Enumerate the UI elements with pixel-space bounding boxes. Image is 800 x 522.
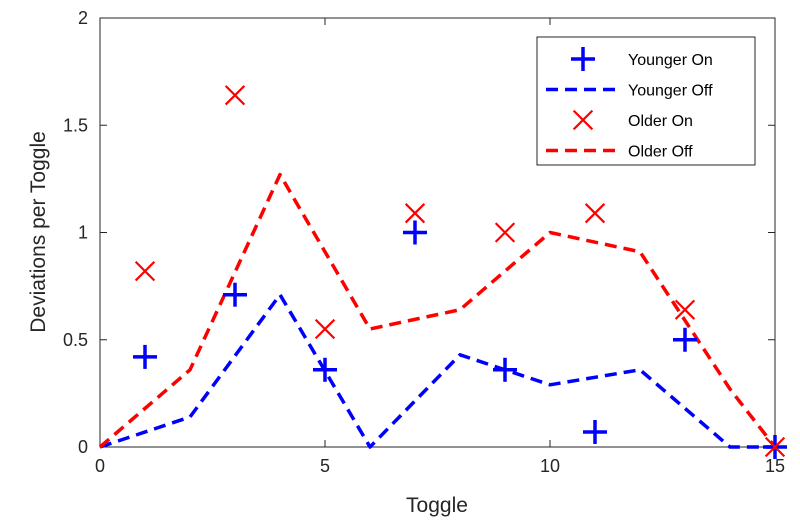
x-axis-label: Toggle: [406, 494, 468, 517]
series-layer: [98, 85, 787, 459]
data-point-older-on: [134, 260, 156, 282]
data-point-older-on: [764, 436, 786, 458]
data-point-older-on: [224, 85, 246, 106]
y-tick-label: 1.5: [63, 115, 88, 135]
series-line-younger-off: [99, 292, 775, 449]
data-point-younger-on: [313, 357, 337, 382]
x-tick-label: 0: [95, 456, 105, 476]
data-point-older-on: [584, 203, 606, 224]
legend-label-older-on: Older On: [628, 113, 693, 130]
legend-swatch-younger-on: [571, 47, 595, 71]
y-tick-label: 2: [78, 8, 88, 28]
axis-ticks: 0 5 10 15 0 0.5 1 1.5 2: [63, 8, 785, 476]
y-tick-label: 0.5: [63, 330, 88, 350]
data-point-older-on: [314, 318, 336, 340]
legend-swatch-older-on: [572, 109, 594, 131]
data-point-younger-on: [583, 419, 607, 444]
data-point-older-on: [494, 222, 516, 243]
y-tick-label: 1: [78, 223, 88, 243]
data-point-younger-on: [403, 220, 427, 245]
x-tick-label: 15: [765, 456, 785, 476]
data-point-older-on: [404, 203, 426, 224]
legend-label-younger-off: Younger Off: [628, 83, 713, 100]
series-line-older-off: [98, 172, 777, 449]
y-axis-label: Deviations per Toggle: [27, 131, 50, 333]
y-tick-label: 0: [78, 437, 88, 457]
legend-label-younger-on: Younger On: [628, 52, 713, 69]
data-point-younger-on: [133, 344, 157, 369]
x-tick-label: 5: [320, 456, 330, 476]
legend: Younger On Younger Off Older On Older Off: [536, 36, 756, 166]
data-point-younger-on: [493, 357, 517, 382]
data-point-younger-on: [673, 327, 697, 352]
x-tick-label: 10: [540, 456, 560, 476]
data-point-older-on: [674, 299, 696, 320]
data-point-younger-on: [223, 282, 247, 307]
legend-label-older-off: Older Off: [628, 144, 693, 161]
